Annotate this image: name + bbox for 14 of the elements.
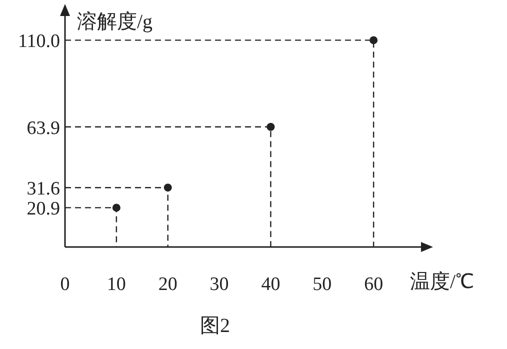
y-label: 溶解度/g [77,11,153,33]
y-tick: 63.9 [26,118,60,139]
x-tick: 30 [210,274,229,295]
x-tick: 60 [364,274,384,295]
annotation: 图2 [200,315,230,337]
x-tick: 10 [106,274,126,295]
y-tick: 110.0 [18,31,60,52]
x-tick: 0 [60,274,70,295]
x-tick: 20 [158,274,178,295]
y-tick: 31.6 [26,178,60,200]
x-tick: 40 [261,274,280,295]
x-tick: 50 [312,274,332,295]
x-label: 温度/℃ [410,271,474,293]
y-tick: 20.9 [26,198,60,220]
